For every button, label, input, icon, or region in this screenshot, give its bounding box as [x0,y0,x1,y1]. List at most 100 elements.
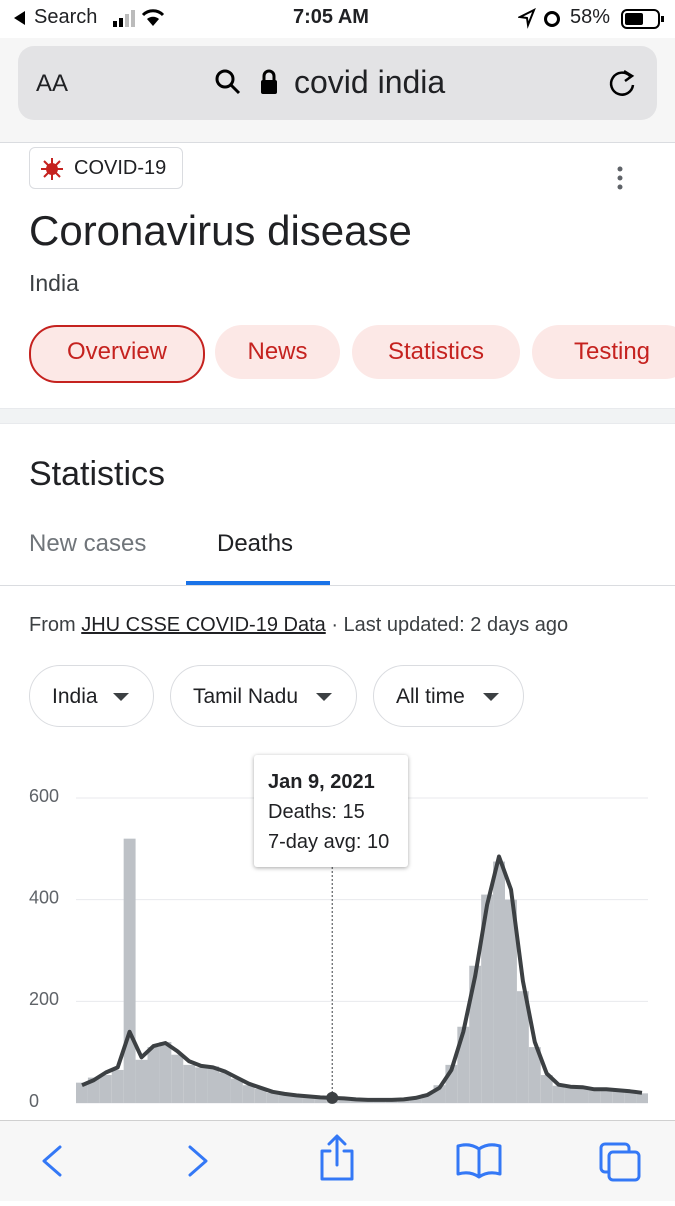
bar [481,894,494,1103]
chart-tooltip: Jan 9, 2021 Deaths: 15 7-day avg: 10 [254,755,408,867]
bar [445,1064,458,1103]
tabs-button[interactable] [599,1142,641,1182]
bar [612,1090,625,1103]
time-filter[interactable]: All time [373,665,524,727]
bar [123,838,136,1103]
bar [505,899,517,1103]
back-button[interactable] [42,1145,62,1177]
bar [230,1078,243,1103]
more-menu[interactable] [612,166,628,192]
address-bar[interactable]: AA covid india [18,46,657,120]
bar [278,1094,291,1103]
tab-pill[interactable]: Overview [29,325,205,383]
chart: 0 200 400 600 [29,786,648,1111]
bar [111,1069,124,1103]
bookmarks-button[interactable] [456,1143,502,1179]
bar [540,1075,553,1103]
last-updated: · Last updated: 2 days ago [331,614,569,636]
signal-icons [113,9,165,27]
tab-pill[interactable]: Statistics [352,325,520,379]
bar [576,1087,589,1103]
bar [159,1042,172,1103]
status-bar: Search 7:05 AM 58% [0,0,675,38]
avg-line [81,854,643,1102]
tab-pill[interactable]: News [215,325,340,379]
bar [469,965,482,1103]
bar [600,1089,613,1103]
source-line: From JHU CSSE COVID-19 Data · Last updat… [29,614,568,637]
bar [516,991,529,1103]
bar [457,1026,470,1103]
bar [564,1087,577,1103]
back-arrow [14,11,25,25]
bar [171,1054,184,1103]
bar [290,1095,303,1103]
share-button[interactable] [320,1134,354,1181]
browser-toolbar [0,1120,675,1201]
filter-label: Tamil Nadu [193,685,299,708]
source-prefix: From [29,614,76,636]
tab-divider [0,585,675,586]
bar [207,1066,219,1103]
section-separator [0,408,675,424]
bar [135,1059,148,1103]
toolbar-icons [42,1134,641,1182]
filter-label: All time [396,685,465,708]
tab-pill[interactable]: Testing [532,325,675,379]
bar [302,1096,315,1103]
tooltip-date: Jan 9, 2021 [268,771,375,793]
tab-indicator [186,581,330,585]
forward-button[interactable] [188,1145,208,1177]
url-query[interactable]: covid india [294,64,446,100]
search-lock-icons [215,69,277,95]
tooltip-deaths: Deaths: 15 [268,801,365,823]
tooltip-avg: 7-day avg: 10 [268,831,390,853]
bar [338,1098,351,1103]
bar [421,1093,434,1103]
battery-icon [621,9,664,29]
bar [183,1064,196,1103]
bar [242,1085,255,1103]
topic-chip: COVID-19 [29,147,184,189]
y-tick-label: 400 [29,887,59,907]
bar [528,1047,541,1103]
battery-level: 58% [570,6,611,28]
bar [266,1092,279,1103]
section-heading: Statistics [29,455,166,493]
region-filter[interactable]: India [29,665,154,727]
bar [636,1093,648,1103]
bar [624,1091,637,1103]
virus-icon [41,158,63,180]
y-tick-label: 600 [29,786,59,806]
y-tick-label: 200 [29,989,59,1009]
stat-tab[interactable]: New cases [29,530,147,557]
bar [147,1047,160,1103]
chip-label: COVID-19 [74,157,167,179]
bar [493,861,505,1103]
back-label[interactable]: Search [34,6,98,28]
address-area: AA covid india [0,38,675,143]
state-filter[interactable]: Tamil Nadu [170,665,357,727]
reload-button[interactable] [606,68,638,100]
y-tick-label: 0 [29,1091,39,1111]
bar [314,1097,327,1103]
status-icons [518,8,560,29]
time: 7:05 AM [293,6,369,28]
panel-subtitle: India [29,270,79,296]
bar [76,1082,88,1103]
bar [409,1097,422,1103]
hover-point [326,1091,339,1104]
bar [254,1088,267,1103]
panel-title: Coronavirus disease [29,207,412,254]
bar [552,1085,565,1103]
bar [219,1072,231,1103]
stat-tab[interactable]: Deaths [217,530,294,557]
bar [433,1085,446,1103]
filter-label: India [52,685,98,708]
bar [195,1067,208,1103]
text-size-button[interactable]: AA [36,70,69,97]
source-link[interactable]: JHU CSSE COVID-19 Data [81,614,326,636]
bar [99,1075,112,1103]
bar [87,1077,100,1103]
